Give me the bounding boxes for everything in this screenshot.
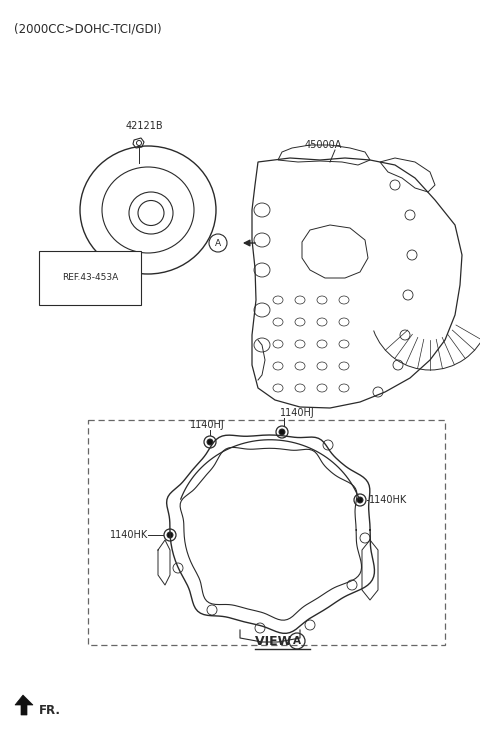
Text: 1140HJ: 1140HJ: [190, 420, 225, 430]
Circle shape: [207, 439, 213, 445]
Text: 1140HK: 1140HK: [110, 530, 148, 540]
Circle shape: [167, 532, 173, 538]
Text: A: A: [293, 636, 301, 646]
Text: 1140HK: 1140HK: [369, 495, 407, 505]
Text: VIEW: VIEW: [255, 635, 296, 648]
Text: 1140HJ: 1140HJ: [280, 408, 315, 418]
Text: REF.43-453A: REF.43-453A: [62, 274, 118, 283]
Text: A: A: [215, 238, 221, 247]
Circle shape: [279, 429, 285, 435]
Bar: [88, 420, 445, 645]
Polygon shape: [15, 695, 33, 715]
Text: 45000A: 45000A: [305, 140, 342, 150]
Text: (2000CC>DOHC-TCI/GDI): (2000CC>DOHC-TCI/GDI): [14, 22, 162, 35]
Text: FR.: FR.: [39, 704, 61, 717]
Text: 42121B: 42121B: [126, 121, 164, 131]
Circle shape: [357, 497, 363, 503]
